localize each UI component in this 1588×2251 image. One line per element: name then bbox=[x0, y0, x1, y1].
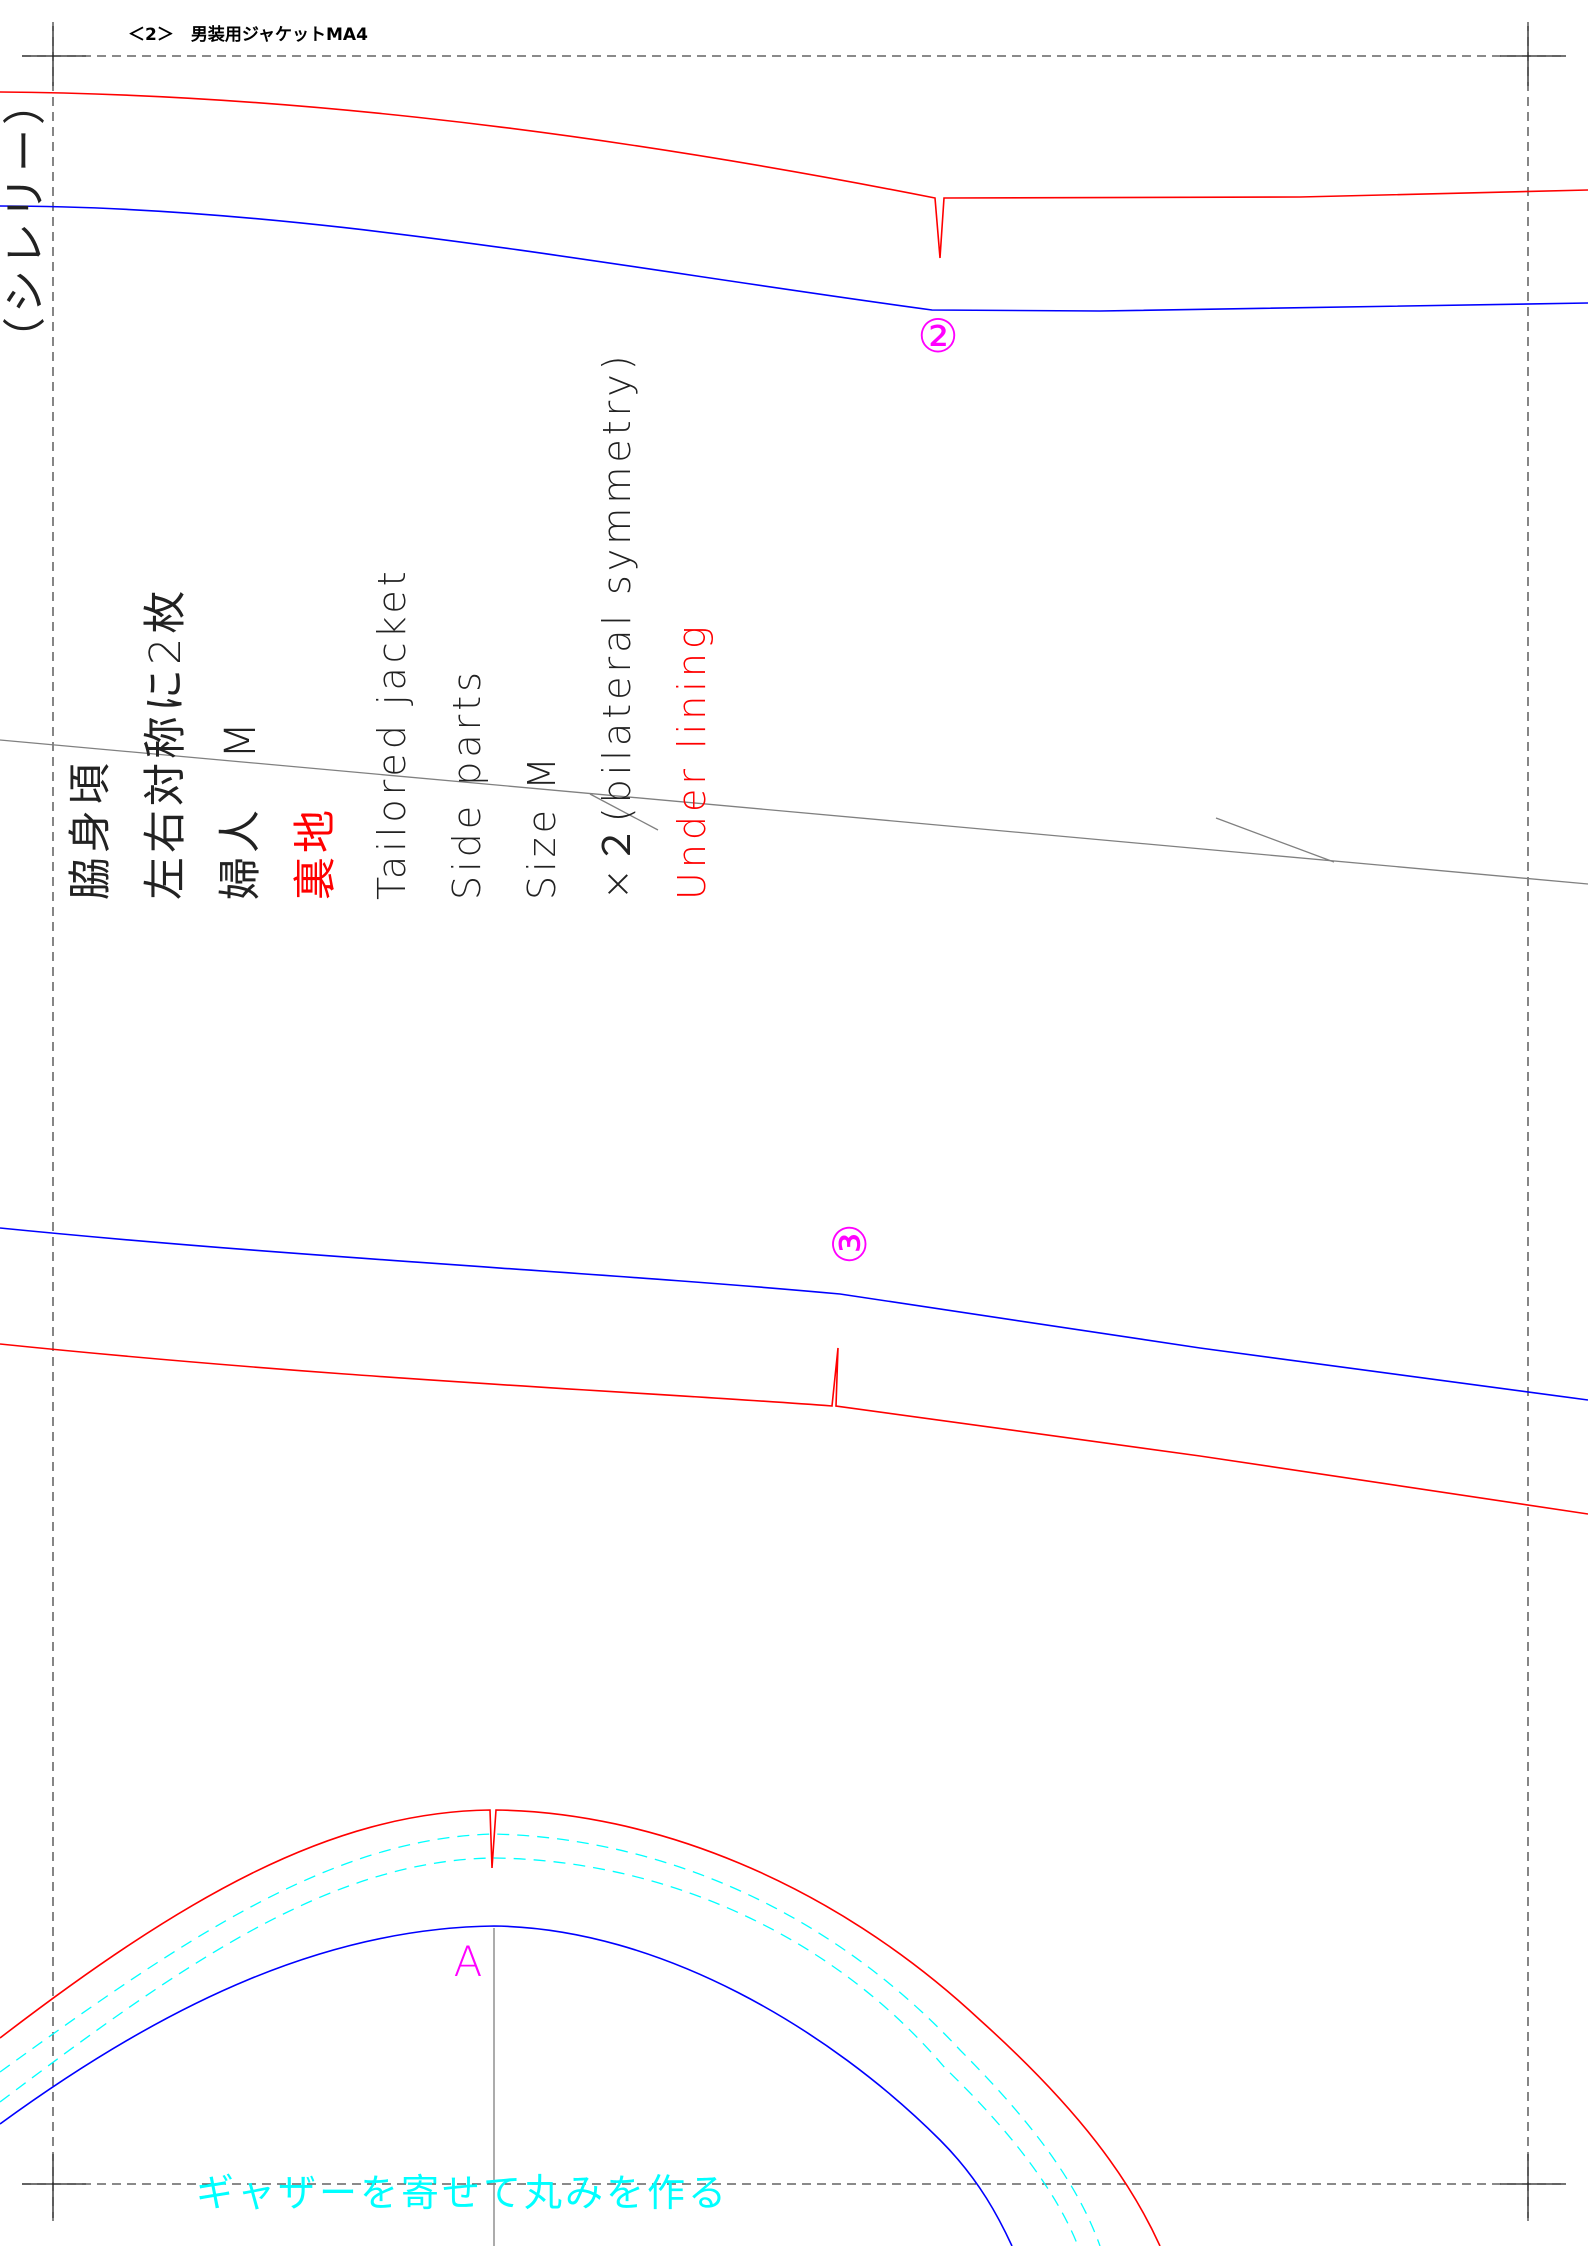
piece-info-heading-partial: （シレリー） bbox=[1, 78, 51, 360]
piece-fabric-jp: 裏地 bbox=[291, 806, 341, 900]
page-number: ＜2＞ bbox=[128, 25, 174, 45]
finish-line-middle bbox=[0, 1227, 1588, 1401]
piece-garment-en: Tailored jacket bbox=[370, 567, 414, 900]
seam-line-middle bbox=[0, 1343, 1588, 1515]
grain-line bbox=[0, 739, 1588, 2246]
notch-2-label: ② bbox=[917, 309, 958, 363]
notch-marker-3: ③ bbox=[823, 1223, 877, 1264]
pattern-title: 男装用ジャケットMA4 bbox=[190, 25, 368, 45]
gather-guide-1 bbox=[0, 1833, 1101, 2247]
gather-note: ギャザーを寄せて丸みを作る bbox=[196, 2171, 729, 2215]
point-a-label: A bbox=[454, 1937, 483, 1986]
piece-size-jp: 婦人 M bbox=[216, 718, 266, 900]
piece-size-en: Size M bbox=[520, 753, 564, 900]
print-border bbox=[22, 22, 1566, 2224]
finish-line-curve bbox=[0, 1925, 1013, 2247]
piece-quantity: 左右対称に2枚 bbox=[141, 587, 191, 900]
seam-line-top bbox=[0, 91, 1588, 259]
finish-line-top bbox=[0, 205, 1588, 312]
seam-line-curve bbox=[0, 1809, 1161, 2247]
piece-quantity-en: ×２(bilateral symmetry) bbox=[595, 351, 639, 900]
piece-info-block: （シレリー） 脇身頃 左右対称に2枚 婦人 M 裏地 Tailored jack… bbox=[1, 78, 714, 900]
page-header: ＜2＞ 男装用ジャケットMA4 bbox=[128, 20, 368, 45]
piece-name: 脇身頃 bbox=[66, 759, 116, 900]
piece-part-en: Side parts bbox=[445, 668, 489, 900]
registration-marks bbox=[22, 26, 1566, 2218]
notch-marker-2: ② bbox=[917, 309, 958, 363]
notch-3-label: ③ bbox=[823, 1223, 877, 1264]
piece-fabric-en: Under lining bbox=[670, 622, 714, 900]
gather-guide-2 bbox=[0, 1857, 1079, 2247]
